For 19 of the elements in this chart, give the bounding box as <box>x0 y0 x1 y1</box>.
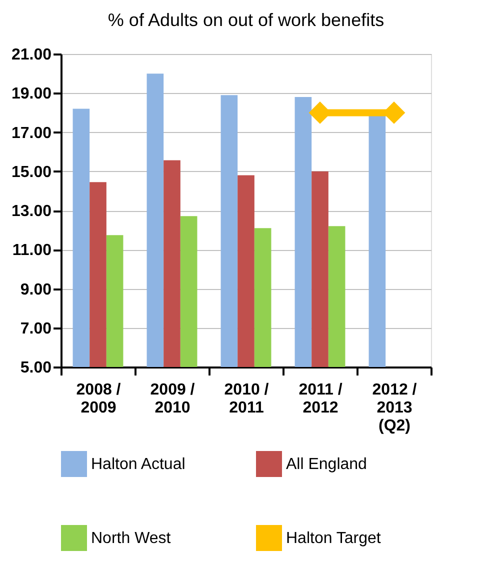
y-tick-label: 15.00 <box>11 164 52 181</box>
legend-label: All England <box>286 456 367 473</box>
y-tick-label: 5.00 <box>20 360 52 376</box>
y-tick-label: 21.00 <box>11 46 52 64</box>
x-tick-label: 2009 / 2010 <box>150 382 196 416</box>
y-tick-label: 13.00 <box>11 203 52 220</box>
y-tick-label: 19.00 <box>11 86 52 103</box>
legend-label: North West <box>91 530 172 547</box>
x-tick-label: 2011 / 2012 <box>298 382 343 416</box>
x-tick-label: 2010 / 2011 <box>224 382 270 416</box>
y-tick-label: 17.00 <box>11 124 52 142</box>
legend-label: Halton Actual <box>91 456 186 473</box>
x-tick-label: 2012 / 2013 (Q2) <box>372 382 418 434</box>
y-tick-label: 7.00 <box>20 320 52 338</box>
chart-title: % of Adults on out of work benefits <box>108 10 384 30</box>
x-tick-label: 2008 / 2009 <box>76 382 122 416</box>
legend-label: Halton Target <box>286 530 382 547</box>
y-tick-label: 9.00 <box>20 281 52 298</box>
y-tick-label: 11.00 <box>12 242 52 260</box>
